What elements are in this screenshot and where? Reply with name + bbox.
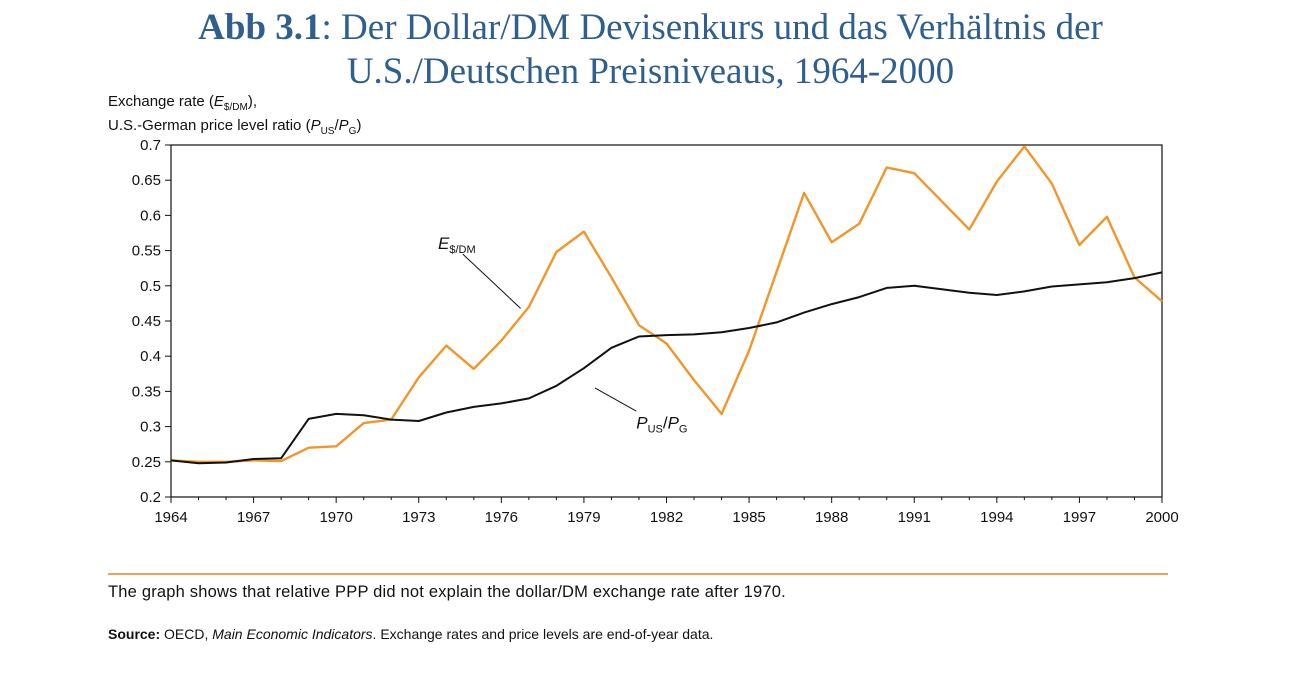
ylabel-text: U.S.-German price level ratio ( [108, 117, 311, 134]
line-chart: 0.7 0.65 0.6 0.55 0.5 0.45 0.4 0.35 0.3 0.25 0.2 19… [132, 137, 1179, 526]
source-text: OECD, [160, 626, 213, 642]
series-line-price_ratio [170, 271, 1163, 465]
title-line-2: U.S./Deutschen Preisniveaus, 1964-2000 [346, 51, 955, 92]
title-line-1: Abb 3.1: Der Dollar/DM Devisenkurs und d… [0, 6, 1301, 50]
x-tick-label: 1967 [237, 509, 270, 526]
y-tick-label: 0.25 [132, 454, 161, 471]
ylabel-text: ), [247, 93, 257, 110]
x-tick-label: 2000 [1145, 509, 1178, 526]
y-axis-label-line-2: U.S.-German price level ratio (PUS/PG) [108, 117, 361, 141]
y-tick-label: 0.55 [132, 243, 161, 260]
x-tick-label: 1970 [319, 509, 352, 526]
x-tick-label: 1997 [1063, 509, 1096, 526]
x-tick-label: 1979 [567, 509, 600, 526]
x-tick-label: 1985 [732, 509, 765, 526]
source-text: . Exchange rates and price levels are en… [372, 626, 714, 642]
ylabel-symbol: E [213, 93, 224, 110]
series-line-exchange_rate [170, 145, 1163, 463]
y-tick-label: 0.65 [132, 172, 161, 189]
y-tick-label: 0.7 [140, 137, 161, 154]
y-tick-label: 0.3 [140, 419, 161, 436]
y-tick-label: 0.35 [132, 383, 161, 400]
x-tick-label: 1991 [898, 509, 931, 526]
y-tick-label: 0.45 [132, 313, 161, 330]
title-figure-number: Abb 3.1 [198, 7, 322, 48]
plot-frame [170, 144, 1163, 498]
ylabel-symbol: P [338, 117, 349, 134]
source-label: Source: [108, 626, 161, 642]
annotation-leader-exchange-rate [462, 253, 521, 309]
chart-title: Abb 3.1: Der Dollar/DM Devisenkurs und d… [0, 6, 1301, 94]
x-tick-label: 1973 [402, 509, 435, 526]
y-tick-label: 0.2 [140, 489, 161, 506]
series-annotation-price-ratio: PUS/PG [636, 414, 687, 436]
ylabel-text: / [334, 117, 339, 134]
source-publication: Main Economic Indicators [212, 626, 373, 642]
x-tick-label: 1976 [485, 509, 518, 526]
x-tick-label: 1994 [980, 509, 1013, 526]
x-tick-label: 1982 [650, 509, 683, 526]
title-text-part: : Der Dollar/DM Devisenkurs und das Verh… [321, 7, 1103, 48]
x-tick-label: 1988 [815, 509, 848, 526]
source-note: Source: OECD, Main Economic Indicators. … [108, 626, 713, 642]
y-axis-label: Exchange rate (E$/DM), U.S.-German price… [108, 93, 361, 141]
ylabel-subscript: $/DM [223, 102, 248, 113]
x-tick-label: 1964 [154, 509, 187, 526]
ylabel-subscript: US [320, 126, 335, 137]
ylabel-symbol: P [310, 117, 321, 134]
y-tick-label: 0.6 [140, 207, 161, 224]
y-tick-label: 0.4 [140, 348, 161, 365]
y-tick-label: 0.5 [140, 278, 161, 295]
series-annotation-exchange-rate: E$/DM [438, 234, 476, 256]
figure-caption: The graph shows that relative PPP did no… [108, 583, 786, 601]
y-axis-label-line-1: Exchange rate (E$/DM), [108, 93, 361, 117]
annotation-leader-price-ratio [594, 387, 637, 412]
ylabel-subscript: G [348, 126, 357, 137]
divider-rule [108, 573, 1168, 575]
ylabel-text: Exchange rate ( [108, 93, 214, 110]
ylabel-text: ) [356, 117, 362, 134]
